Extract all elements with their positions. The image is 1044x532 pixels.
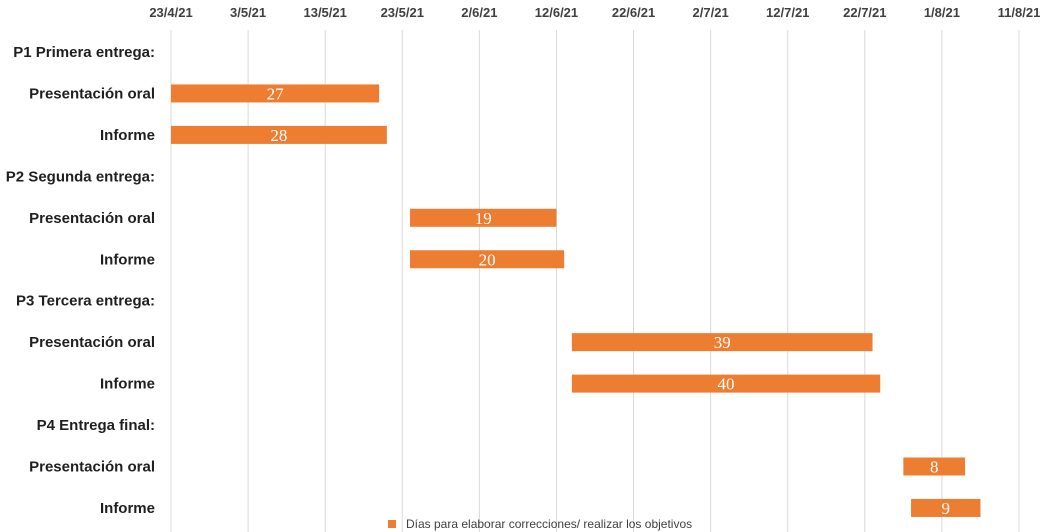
bars: 27 28 19 20 39 40 8 9 bbox=[171, 84, 981, 518]
bar-value-label: 8 bbox=[930, 458, 939, 477]
x-tick-label: 2/6/21 bbox=[461, 5, 497, 20]
bar bbox=[409, 208, 557, 227]
x-tick-label: 3/5/21 bbox=[230, 5, 266, 20]
bar bbox=[903, 457, 966, 476]
x-tick-label: 22/6/21 bbox=[612, 5, 655, 20]
x-axis-ticks: 23/4/21 3/5/21 13/5/21 23/5/21 2/6/21 12/6/21… bbox=[149, 5, 1040, 20]
bar-value-label: 20 bbox=[479, 250, 496, 269]
bar-value-label: 9 bbox=[942, 499, 951, 518]
row-label: Informe bbox=[100, 500, 155, 517]
x-tick-label: 1/8/21 bbox=[924, 5, 960, 20]
bar-value-label: 40 bbox=[718, 375, 735, 394]
bar-value-label: 19 bbox=[475, 209, 492, 228]
row-label: Informe bbox=[100, 127, 155, 144]
x-tick-label: 11/8/21 bbox=[998, 5, 1041, 20]
row-group-header: P3 Tercera entrega: bbox=[16, 293, 155, 310]
row-labels: P1 Primera entrega: Presentación oral Info… bbox=[6, 44, 155, 517]
bar bbox=[911, 498, 981, 517]
row-label: Presentación oral bbox=[29, 459, 155, 476]
row-label: Presentación oral bbox=[29, 85, 155, 102]
x-tick-label: 13/5/21 bbox=[303, 5, 346, 20]
bar bbox=[571, 374, 881, 393]
row-group-header: P4 Entrega final: bbox=[37, 417, 155, 434]
bar bbox=[171, 125, 387, 144]
bar-value-label: 39 bbox=[714, 333, 731, 352]
row-label: Informe bbox=[100, 376, 155, 393]
bar-value-label: 28 bbox=[270, 126, 287, 145]
x-tick-label: 2/7/21 bbox=[693, 5, 729, 20]
bar bbox=[409, 250, 565, 269]
bar bbox=[171, 84, 380, 103]
x-tick-label: 12/6/21 bbox=[535, 5, 578, 20]
row-group-header: P2 Segunda entrega: bbox=[6, 168, 155, 185]
x-tick-label: 23/4/21 bbox=[149, 5, 192, 20]
row-label: Presentación oral bbox=[29, 210, 155, 227]
grid-lines bbox=[170, 30, 1020, 532]
legend-label: Días para elaborar correcciones/ realiza… bbox=[406, 517, 692, 531]
x-tick-label: 23/5/21 bbox=[381, 5, 424, 20]
legend-swatch bbox=[388, 520, 396, 528]
row-label: Presentación oral bbox=[29, 334, 155, 351]
x-tick-label: 22/7/21 bbox=[843, 5, 886, 20]
bar-value-label: 27 bbox=[267, 84, 285, 103]
x-tick-label: 12/7/21 bbox=[766, 5, 809, 20]
legend: Días para elaborar correcciones/ realiza… bbox=[388, 517, 692, 531]
row-group-header: P1 Primera entrega: bbox=[13, 44, 155, 61]
bar bbox=[571, 333, 873, 352]
row-label: Informe bbox=[100, 251, 155, 268]
